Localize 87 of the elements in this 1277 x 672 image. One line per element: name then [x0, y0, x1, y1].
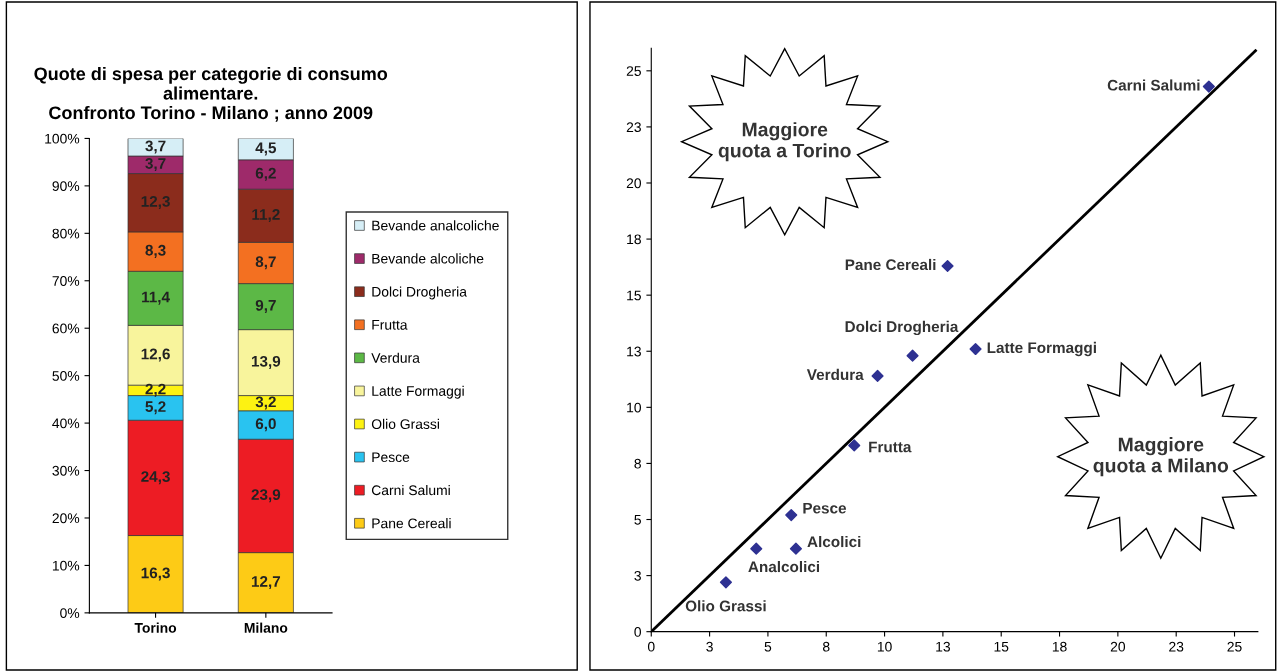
- data-label: 24,3: [141, 471, 170, 485]
- y-tick-label: 0%: [60, 608, 80, 619]
- y-tick-label: 5: [634, 514, 641, 525]
- y-tick-label: 40%: [52, 418, 80, 429]
- point: [941, 259, 954, 273]
- annotation: Analcolici: [748, 561, 820, 573]
- y-tick-label: 8: [634, 458, 641, 469]
- data-label: 5,2: [145, 401, 166, 415]
- data-label: 2,2: [145, 383, 166, 397]
- y-tick-label: 10%: [52, 560, 80, 571]
- point: [1202, 80, 1215, 93]
- annotation: Olio Grassi: [685, 600, 766, 612]
- point: [785, 508, 798, 522]
- data-label: 12,3: [141, 196, 170, 210]
- y-tick-label: 90%: [52, 181, 80, 192]
- y-tick-label: 18: [627, 234, 641, 245]
- point: [906, 349, 919, 362]
- legend-label: Carni Salumi: [371, 484, 450, 496]
- y-tick-label: 15: [627, 290, 641, 301]
- x-tick-label: 3: [706, 641, 713, 652]
- x-tick-label: 8: [822, 641, 830, 652]
- annotation: Frutta: [869, 441, 912, 453]
- y-tick-label: 13: [627, 346, 641, 357]
- y-tick-label: 60%: [52, 323, 80, 334]
- data-label: 4,5: [255, 142, 277, 156]
- annotation: Maggiore quota a Milano: [1093, 437, 1229, 477]
- point: [848, 439, 861, 452]
- x-tick-label: 15: [994, 641, 1009, 652]
- x-tick-label: 0: [647, 641, 655, 652]
- legend-label: Bevande analcoliche: [372, 220, 499, 231]
- x-tick-label: Torino: [134, 622, 177, 633]
- legend-label: Verdura: [371, 352, 420, 363]
- legend-label: Dolci Drogheria: [372, 286, 467, 300]
- data-label: 23,9: [251, 489, 281, 503]
- x-tick-label: 5: [764, 641, 772, 652]
- annotation: Dolci Drogheria: [845, 320, 959, 336]
- x-tick-label: 20: [1110, 641, 1126, 652]
- x-tick-label: 13: [936, 641, 951, 652]
- x-tick-label: 18: [1052, 641, 1067, 652]
- legend-label: Latte Formaggi: [372, 385, 464, 399]
- y-tick-label: 20: [626, 178, 642, 189]
- legend-label: Pane Cereali: [372, 518, 451, 529]
- x-tick-label: 10: [877, 641, 892, 652]
- legend-label: Olio Grassi: [371, 418, 439, 430]
- point: [750, 542, 763, 555]
- data-label: 8,3: [145, 244, 166, 258]
- data-label: 11,4: [142, 291, 170, 305]
- y-tick-label: 23: [626, 122, 641, 133]
- annotation: Verdura: [806, 368, 864, 381]
- data-label: 3,7: [145, 158, 166, 172]
- legend-label: Pesce: [372, 452, 410, 463]
- y-tick-label: 80%: [52, 228, 80, 239]
- data-label: 8,7: [255, 256, 276, 270]
- annotation: Alcolici: [807, 536, 861, 548]
- data-label: 12,7: [251, 576, 281, 590]
- annotation: Pane Cereali: [845, 258, 936, 271]
- legend-label: Frutta: [372, 320, 408, 330]
- y-tick-label: 3: [634, 570, 641, 581]
- y-tick-label: 25: [626, 66, 641, 76]
- data-label: 16,3: [141, 567, 170, 581]
- point: [969, 342, 982, 356]
- y-tick-label: 70%: [52, 276, 80, 286]
- y-tick-label: 50%: [52, 370, 80, 381]
- annotation: Carni Salumi: [1107, 79, 1200, 91]
- data-label: 3,2: [255, 396, 276, 410]
- data-label: 11,2: [252, 209, 280, 223]
- point: [871, 369, 884, 383]
- data-label: 12,6: [141, 348, 170, 362]
- legend-label: Bevande alcoliche: [372, 253, 484, 264]
- annotation: Maggiore quota a Torino: [718, 122, 851, 162]
- y-tick-label: 100%: [45, 133, 80, 144]
- x-tick-label: Milano: [244, 622, 288, 633]
- x-tick-label: 23: [1169, 641, 1184, 652]
- data-label: 6,2: [255, 167, 276, 181]
- data-label: 3,7: [145, 140, 166, 154]
- annotation: Latte Formaggi: [987, 341, 1096, 357]
- annotation: Pesce: [803, 502, 847, 514]
- x-tick-label: 25: [1227, 641, 1242, 652]
- y-tick-label: 10: [627, 402, 642, 413]
- point: [719, 576, 732, 589]
- data-label: 9,7: [255, 299, 276, 313]
- y-tick-label: 30%: [52, 465, 80, 476]
- chart-title: Quote di spesa per categorie di consumo alimentare. Confronto Torino - Milano ; anno 2009: [34, 66, 388, 122]
- data-label: 6,0: [255, 418, 276, 432]
- y-tick-label: 20%: [52, 513, 80, 524]
- data-label: 13,9: [251, 355, 281, 369]
- point: [789, 542, 802, 555]
